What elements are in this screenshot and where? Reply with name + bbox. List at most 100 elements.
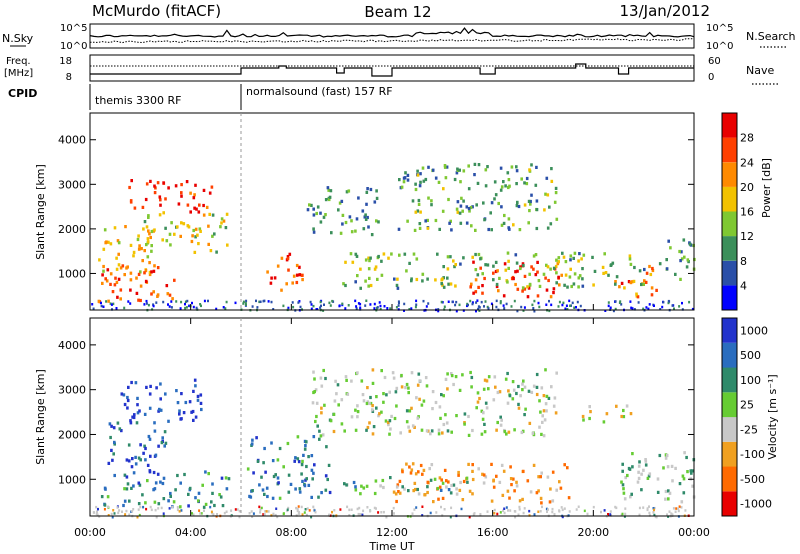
- scatter-cell: [507, 217, 511, 221]
- scatter-cell: [495, 282, 499, 287]
- scatter-cell: [395, 386, 399, 390]
- scatter-cell: [369, 187, 373, 192]
- scatter-cell: [611, 261, 615, 265]
- scatter-cell: [324, 198, 328, 202]
- ground-cell: [131, 510, 134, 513]
- scatter-cell: [536, 260, 539, 264]
- ground-cell: [476, 299, 479, 302]
- ground-cell: [287, 506, 290, 510]
- ground-cell: [653, 304, 655, 307]
- scatter-cell: [476, 391, 480, 395]
- scatter-cell: [137, 234, 140, 238]
- scatter-cell: [138, 409, 141, 413]
- scatter-cell: [130, 179, 133, 183]
- ground-cell: [480, 300, 483, 304]
- scatter-cell: [143, 249, 146, 253]
- scatter-cell: [316, 424, 319, 428]
- scatter-cell: [680, 250, 683, 254]
- ground-cell: [403, 302, 406, 306]
- scatter-cell: [390, 252, 393, 256]
- ground-cell: [561, 515, 564, 519]
- scatter-cell: [354, 485, 357, 489]
- scatter-cell: [180, 183, 183, 187]
- ground-cell: [624, 507, 627, 510]
- ground-cell: [551, 510, 554, 514]
- ground-cell: [462, 309, 465, 312]
- scatter-cell: [680, 500, 684, 504]
- ground-cell: [314, 510, 317, 514]
- scatter-cell: [133, 206, 137, 210]
- ground-cell: [145, 302, 148, 305]
- ground-cell: [411, 512, 414, 515]
- scatter-cell: [564, 260, 568, 264]
- scatter-cell: [189, 210, 192, 214]
- ground-cell: [155, 516, 158, 519]
- scatter-cell: [471, 255, 474, 259]
- scatter-cell: [366, 386, 369, 390]
- ground-cell: [176, 506, 179, 509]
- scatter-cell: [542, 409, 546, 413]
- scatter-cell: [153, 228, 156, 232]
- scatter-cell: [470, 282, 473, 286]
- ground-cell: [310, 303, 313, 306]
- ground-cell: [154, 508, 157, 512]
- scatter-cell: [356, 415, 359, 419]
- ground-cell: [251, 305, 254, 308]
- ground-cell: [502, 509, 505, 512]
- scatter-cell: [298, 265, 301, 269]
- ground-cell: [532, 307, 535, 310]
- scatter-cell: [192, 228, 195, 233]
- scatter-cell: [207, 224, 210, 228]
- scatter-cell: [541, 414, 544, 418]
- scatter-cell: [416, 383, 420, 387]
- ground-cell: [373, 506, 376, 510]
- ground-cell: [162, 512, 165, 515]
- scatter-cell: [554, 186, 558, 190]
- ground-cell: [238, 509, 241, 513]
- scatter-cell: [523, 203, 527, 207]
- scatter-cell: [530, 265, 533, 269]
- ground-cell: [348, 508, 351, 512]
- scatter-cell: [528, 272, 531, 276]
- ground-cell: [373, 302, 376, 306]
- ground-cell: [475, 309, 477, 313]
- scatter-cell: [461, 209, 464, 213]
- scatter-cell: [252, 471, 255, 475]
- ground-cell: [191, 301, 193, 305]
- ground-cell: [437, 308, 440, 311]
- ground-cell: [168, 507, 171, 510]
- scatter-cell: [497, 289, 500, 293]
- scatter-cell: [174, 488, 177, 492]
- scatter-cell: [637, 464, 641, 468]
- ground-cell: [107, 505, 110, 509]
- scatter-cell: [539, 410, 542, 414]
- scatter-cell: [522, 469, 525, 473]
- ground-cell: [638, 506, 641, 510]
- scatter-cell: [443, 468, 447, 472]
- scatter-cell: [372, 425, 376, 429]
- scatter-cell: [545, 176, 549, 180]
- scatter-cell: [421, 279, 424, 283]
- ground-cell: [537, 510, 540, 513]
- scatter-cell: [342, 282, 345, 286]
- ground-cell: [568, 510, 571, 513]
- scatter-cell: [129, 288, 132, 292]
- scatter-cell: [682, 238, 686, 242]
- scatter-cell: [444, 377, 448, 381]
- scatter-cell: [123, 487, 126, 491]
- ground-cell: [347, 304, 350, 307]
- scatter-cell: [454, 284, 457, 288]
- ground-cell: [361, 513, 364, 517]
- ground-cell: [298, 510, 300, 514]
- ground-cell: [102, 305, 105, 308]
- ground-cell: [171, 505, 174, 509]
- ground-cell: [468, 515, 471, 519]
- ground-cell: [180, 509, 183, 512]
- colorbar-frame: [721, 112, 738, 311]
- scatter-cell: [418, 397, 421, 401]
- x-tick-label: 04:00: [175, 526, 207, 539]
- y-tick-label: 3000: [58, 384, 86, 397]
- ground-cell: [97, 507, 99, 511]
- scatter-cell: [326, 477, 329, 482]
- scatter-cell: [201, 483, 204, 487]
